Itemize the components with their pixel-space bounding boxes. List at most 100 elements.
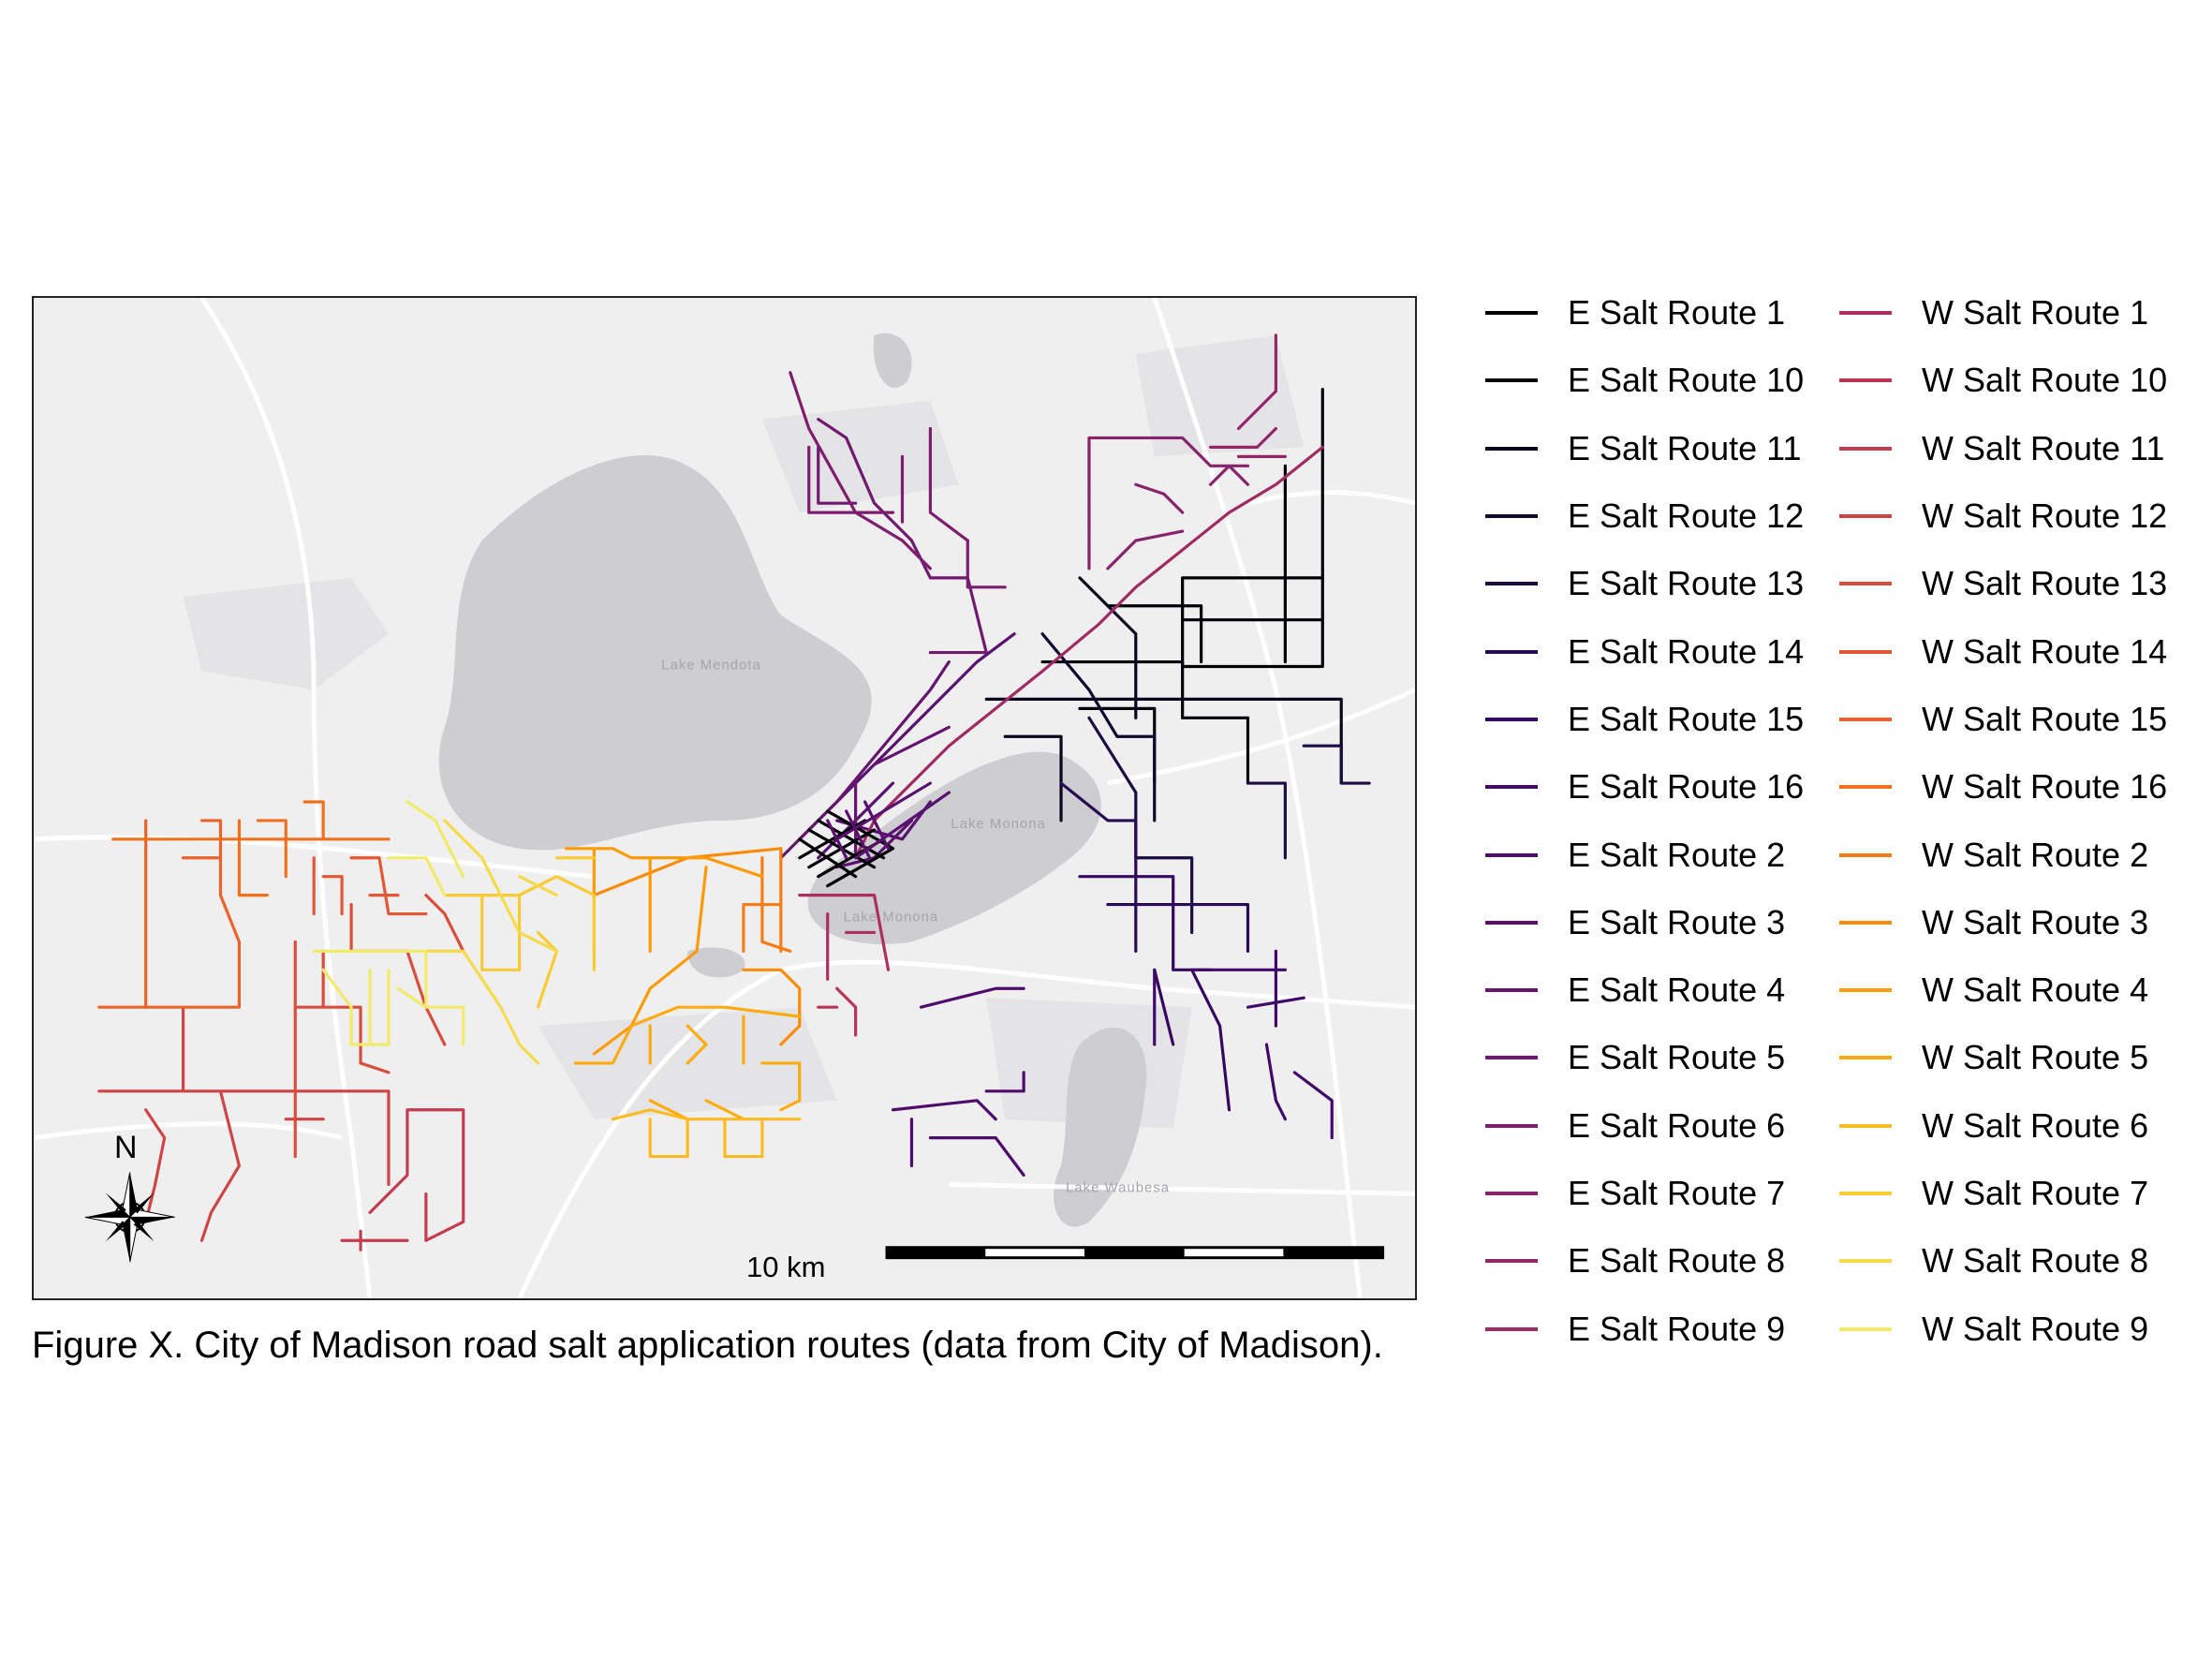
legend-line-swatch: [1485, 920, 1538, 925]
route-e2: [891, 986, 1025, 1178]
highways: [34, 298, 1415, 1298]
legend-label: W Salt Route 14: [1922, 631, 2168, 671]
legend-item: W Salt Route 13: [1839, 550, 2195, 617]
lake-label-monona-2: Lake Monona: [844, 910, 939, 926]
route-e7: [1087, 436, 1250, 570]
legend-line-swatch: [1485, 988, 1538, 993]
legend-item: E Salt Route 3: [1485, 889, 1841, 956]
legend-line-swatch: [1485, 378, 1538, 383]
legend-line-swatch: [1485, 1056, 1538, 1060]
legend-label: E Salt Route 7: [1568, 1174, 1786, 1212]
legend-line-swatch: [1839, 717, 1892, 721]
legend-label: W Salt Route 2: [1922, 835, 2149, 874]
lake-label-waubesa: Lake Waubesa: [1066, 1179, 1170, 1195]
legend-item: E Salt Route 8: [1485, 1227, 1841, 1295]
legend-item: W Salt Route 12: [1839, 482, 2195, 550]
legend-label: W Salt Route 16: [1922, 767, 2168, 807]
legend-item: W Salt Route 8: [1839, 1227, 2195, 1295]
legend-label: E Salt Route 8: [1568, 1241, 1786, 1281]
salt-routes: [97, 333, 1371, 1252]
legend-line-swatch: [1485, 514, 1538, 519]
route-w9: [312, 800, 465, 1046]
legend-line-swatch: [1485, 1326, 1538, 1331]
north-arrow: [84, 1172, 175, 1263]
lake-label-mendota: Lake Mendota: [661, 658, 761, 674]
legend-item: E Salt Route 9: [1485, 1295, 1841, 1362]
scale-bar-label: 10 km: [746, 1251, 826, 1283]
legend-item: W Salt Route 11: [1839, 415, 2195, 482]
small-lake-north: [873, 333, 912, 389]
legend-line-swatch: [1485, 717, 1538, 721]
legend-line-swatch: [1839, 446, 1892, 451]
route-w14: [312, 856, 428, 916]
legend-item: E Salt Route 15: [1485, 686, 1841, 753]
legend-line-swatch: [1839, 1326, 1892, 1331]
legend-item: E Salt Route 6: [1485, 1092, 1841, 1160]
legend-label: W Salt Route 6: [1922, 1105, 2149, 1145]
legend-item: E Salt Route 2: [1485, 821, 1841, 888]
legend-line-swatch: [1485, 852, 1538, 857]
legend-line-swatch: [1839, 378, 1892, 383]
legend-item: E Salt Route 1: [1485, 279, 1841, 347]
legend-label: E Salt Route 13: [1568, 564, 1805, 603]
legend-label: W Salt Route 8: [1922, 1241, 2149, 1281]
legend-label: W Salt Route 10: [1922, 361, 2168, 400]
legend-item: W Salt Route 10: [1839, 347, 2195, 414]
legend-label: E Salt Route 15: [1568, 699, 1805, 738]
legend-label: E Salt Route 10: [1568, 361, 1805, 400]
legend-line-swatch: [1485, 1259, 1538, 1264]
route-e1: [1181, 388, 1324, 669]
legend-item: W Salt Route 15: [1839, 686, 2195, 753]
lake-monona: [807, 751, 1101, 944]
route-w2: [742, 847, 792, 953]
legend-line-swatch: [1839, 514, 1892, 519]
legend-item: W Salt Route 4: [1839, 956, 2195, 1024]
legend-item: W Salt Route 7: [1839, 1160, 2195, 1227]
legend-item: E Salt Route 16: [1485, 753, 1841, 821]
legend-item: W Salt Route 6: [1839, 1092, 2195, 1160]
legend-line-swatch: [1485, 446, 1538, 451]
legend-item: E Salt Route 4: [1485, 956, 1841, 1024]
map-panel[interactable]: Lake Mendota Lake Monona Lake Monona Lak…: [32, 296, 1417, 1300]
legend-column-west: W Salt Route 1 W Salt Route 10 W Salt Rout…: [1839, 279, 2195, 1363]
legend-line-swatch: [1485, 649, 1538, 654]
route-e14: [1059, 781, 1250, 953]
legend-label: W Salt Route 9: [1922, 1309, 2149, 1348]
legend-line-swatch: [1839, 1123, 1892, 1128]
legend-line-swatch: [1485, 582, 1538, 586]
legend-line-swatch: [1839, 920, 1892, 925]
legend-item: E Salt Route 11: [1485, 415, 1841, 482]
route-e8: [1208, 333, 1287, 458]
legend-line-swatch: [1839, 1056, 1892, 1060]
legend-label: W Salt Route 15: [1922, 699, 2168, 738]
legend-label: W Salt Route 3: [1922, 902, 2149, 941]
lakes: [438, 333, 1147, 1227]
legend-label: E Salt Route 16: [1568, 767, 1805, 807]
legend-label: W Salt Route 13: [1922, 564, 2168, 603]
route-w12: [97, 1005, 391, 1242]
legend-label: E Salt Route 14: [1568, 631, 1805, 671]
route-w7: [443, 856, 596, 1009]
legend-line-swatch: [1485, 1192, 1538, 1195]
legend-label: W Salt Route 1: [1922, 293, 2149, 333]
legend-item: E Salt Route 12: [1485, 482, 1841, 550]
legend-label: W Salt Route 11: [1922, 428, 2165, 467]
urban-area-shading: [183, 334, 1305, 1129]
legend-label: W Salt Route 12: [1922, 496, 2168, 536]
route-w16: [111, 800, 391, 897]
basemap: Lake Mendota Lake Monona Lake Monona Lak…: [34, 298, 1415, 1298]
legend-line-swatch: [1839, 582, 1892, 586]
legend-item: W Salt Route 14: [1839, 617, 2195, 685]
legend-item: E Salt Route 5: [1485, 1024, 1841, 1091]
legend-label: W Salt Route 5: [1922, 1038, 2149, 1077]
route-w5: [573, 1005, 802, 1121]
route-w8: [424, 819, 559, 1065]
lake-wingra: [687, 947, 745, 978]
legend-label: E Salt Route 12: [1568, 496, 1805, 536]
legend-line-swatch: [1839, 988, 1892, 993]
legend-label: E Salt Route 1: [1568, 293, 1786, 333]
legend-label: E Salt Route 4: [1568, 970, 1786, 1010]
route-e16: [1153, 949, 1334, 1140]
legend-line-swatch: [1839, 1192, 1892, 1195]
legend-label: E Salt Route 2: [1568, 835, 1786, 874]
